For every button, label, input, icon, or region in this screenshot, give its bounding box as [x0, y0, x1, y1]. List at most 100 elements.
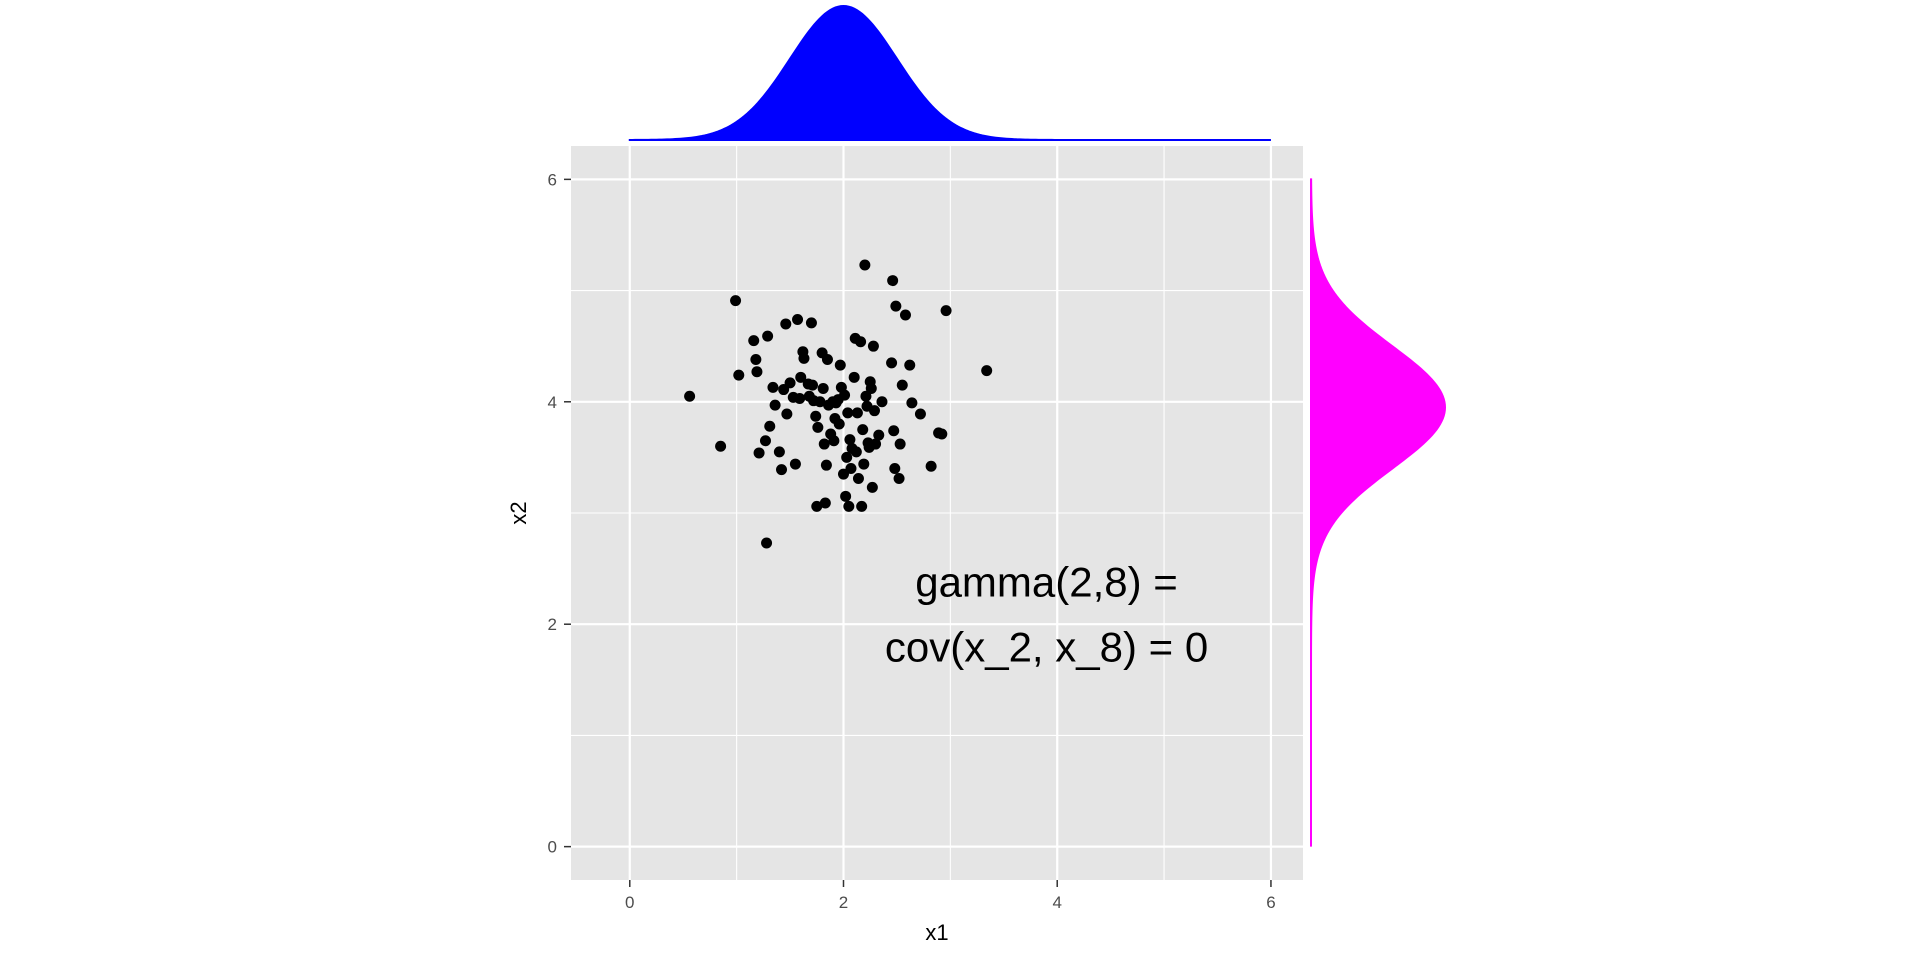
scatter-point	[870, 438, 882, 450]
scatter-point	[899, 309, 911, 321]
scatter-point	[764, 420, 776, 432]
scatter-point	[798, 352, 810, 364]
scatter-point	[865, 382, 877, 394]
scatter-point	[814, 396, 826, 408]
scatter-point	[821, 354, 833, 366]
x-tick-label: 0	[625, 893, 634, 912]
scatter-point	[837, 468, 849, 480]
scatter-point	[750, 354, 762, 366]
scatter-point	[817, 382, 829, 394]
scatter-point	[845, 463, 857, 475]
scatter-point	[890, 300, 902, 312]
scatter-point	[769, 399, 781, 411]
annotation-line: gamma(2,8) =	[915, 558, 1178, 605]
scatter-point	[751, 366, 763, 378]
scatter-point	[818, 438, 830, 450]
scatter-point	[767, 381, 779, 393]
scatter-point	[906, 397, 918, 409]
scatter-point	[781, 408, 793, 420]
scatter-point	[759, 435, 771, 447]
scatter-point	[833, 418, 845, 430]
scatter-point	[876, 396, 888, 408]
scatter-point	[780, 318, 792, 330]
scatter-point	[812, 421, 824, 433]
scatter-point	[811, 500, 823, 512]
scatter-point	[753, 447, 765, 459]
scatter-point	[866, 481, 878, 493]
scatter-point	[841, 451, 853, 463]
y-tick-label: 2	[548, 615, 557, 634]
scatter-point	[888, 425, 900, 437]
scatter-point	[684, 390, 696, 402]
marginal-density-x	[628, 4, 1271, 141]
scatter-point	[848, 371, 860, 383]
annotation-line: cov(x_2, x_8) = 0	[885, 623, 1208, 670]
scatter-point	[925, 460, 937, 472]
axis-ticks: 0 2 4 6 0 2 4 6	[548, 170, 1276, 912]
x-tick-label: 2	[839, 893, 848, 912]
scatter-point	[733, 369, 745, 381]
scatter-point	[784, 377, 796, 389]
scatter-point	[843, 500, 855, 512]
scatter-point	[887, 275, 899, 287]
scatter-point	[748, 335, 760, 347]
scatter-point	[715, 440, 727, 452]
scatter-point	[828, 435, 840, 447]
scatter-point	[868, 405, 880, 417]
scatter-point	[839, 389, 851, 401]
scatter-point	[850, 446, 862, 458]
annotation: gamma(2,8) = cov(x_2, x_8) = 0	[885, 558, 1208, 670]
scatter-point	[981, 365, 993, 377]
scatter-point	[840, 490, 852, 502]
scatter-point	[867, 340, 879, 352]
scatter-point	[896, 379, 908, 391]
scatter-point	[904, 359, 916, 371]
scatter-point	[773, 446, 785, 458]
scatter-point	[789, 458, 801, 470]
scatter-point	[873, 429, 885, 441]
marginal-density-y-area	[1310, 178, 1447, 847]
y-tick-label: 0	[548, 838, 557, 857]
y-tick-label: 4	[548, 393, 557, 412]
scatter-point	[852, 473, 864, 485]
x-tick-label: 4	[1052, 893, 1061, 912]
scatter-point	[787, 391, 799, 403]
x-tick-label: 6	[1266, 893, 1275, 912]
scatter-point	[857, 424, 869, 436]
scatter-point	[914, 408, 926, 420]
y-tick-label: 6	[548, 170, 557, 189]
y-axis-title: x2	[506, 501, 531, 524]
scatter-point	[889, 463, 901, 475]
scatter-point	[792, 313, 804, 325]
scatter-point	[858, 458, 870, 470]
scatter-point	[819, 497, 831, 509]
scatter-point	[762, 330, 774, 342]
scatter-point	[856, 500, 868, 512]
scatter-point	[893, 473, 905, 485]
scatter-point	[936, 428, 948, 440]
scatter-point	[830, 397, 842, 409]
marginal-density-x-area	[628, 4, 1271, 141]
scatter-point	[851, 407, 863, 419]
scatter-point	[886, 357, 898, 369]
scatter-points	[684, 259, 993, 549]
scatter-point	[860, 390, 872, 402]
scatter-point	[859, 259, 871, 271]
scatter-point	[761, 537, 773, 549]
scatter-point	[730, 295, 742, 307]
scatter-point	[776, 464, 788, 476]
marginal-density-y	[1310, 178, 1447, 847]
scatter-point	[894, 438, 906, 450]
scatter-point	[805, 317, 817, 329]
scatter-point	[842, 407, 854, 419]
scatter-point	[834, 359, 846, 371]
scatter-point	[844, 434, 856, 446]
scatter-point	[820, 459, 832, 471]
scatter-point	[802, 378, 814, 390]
x-axis-title: x1	[925, 920, 948, 945]
scatter-point	[795, 371, 807, 383]
scatter-point	[940, 305, 952, 317]
grid-lines	[571, 146, 1303, 880]
scatter-point	[855, 336, 867, 348]
